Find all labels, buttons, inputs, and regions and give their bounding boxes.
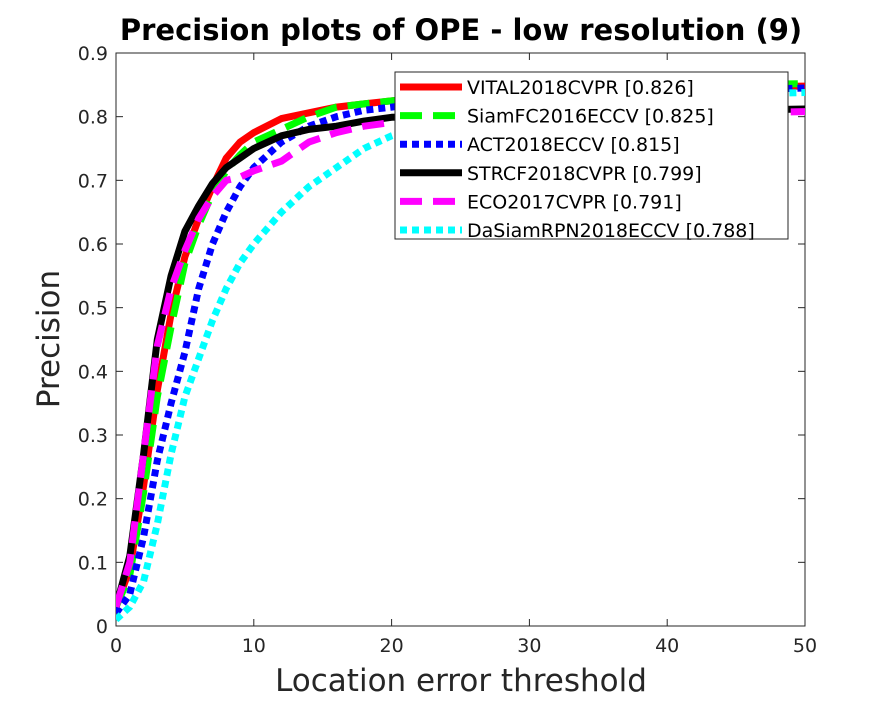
y-tick-label: 0.2 <box>78 489 108 511</box>
legend-label-1: VITAL2018CVPR [0.826] <box>467 77 694 99</box>
x-axis-label: Location error threshold <box>275 663 647 699</box>
y-tick-label: 0.6 <box>78 234 108 256</box>
y-axis-label: Precision <box>31 270 67 408</box>
series-line-5 <box>116 108 805 608</box>
y-tick-label: 0.8 <box>78 107 108 129</box>
legend-label-2: SiamFC2016ECCV [0.825] <box>467 106 714 128</box>
legend-label-5: ECO2017CVPR [0.791] <box>467 191 682 213</box>
x-tick-label: 50 <box>793 635 817 657</box>
x-axis-ticks: 0 10 20 30 40 50 <box>110 53 817 657</box>
y-tick-label: 0.4 <box>78 361 108 383</box>
y-tick-label: 0.9 <box>78 43 108 65</box>
y-tick-label: 0.1 <box>78 552 108 574</box>
y-axis-ticks: 0 0.1 0.2 0.3 0.4 0.5 0.6 0.7 0.8 0.9 <box>78 43 805 638</box>
y-tick-label: 0.5 <box>78 298 108 320</box>
x-tick-label: 0 <box>110 635 122 657</box>
y-tick-label: 0.3 <box>78 425 108 447</box>
legend-label-6: DaSiamRPN2018ECCV [0.788] <box>467 220 755 242</box>
x-tick-label: 10 <box>242 635 266 657</box>
x-tick-label: 40 <box>655 635 679 657</box>
legend-label-4: STRCF2018CVPR [0.799] <box>467 163 702 185</box>
legend-label-3: ACT2018ECCV [0.815] <box>467 134 680 156</box>
legend: VITAL2018CVPR [0.826] SiamFC2016ECCV [0.8… <box>394 71 789 242</box>
legend-box <box>394 71 789 240</box>
y-tick-label: 0 <box>96 616 108 638</box>
x-tick-label: 20 <box>380 635 404 657</box>
chart-title: Precision plots of OPE - low resolution … <box>120 13 802 47</box>
x-tick-label: 30 <box>517 635 541 657</box>
y-tick-label: 0.7 <box>78 170 108 192</box>
